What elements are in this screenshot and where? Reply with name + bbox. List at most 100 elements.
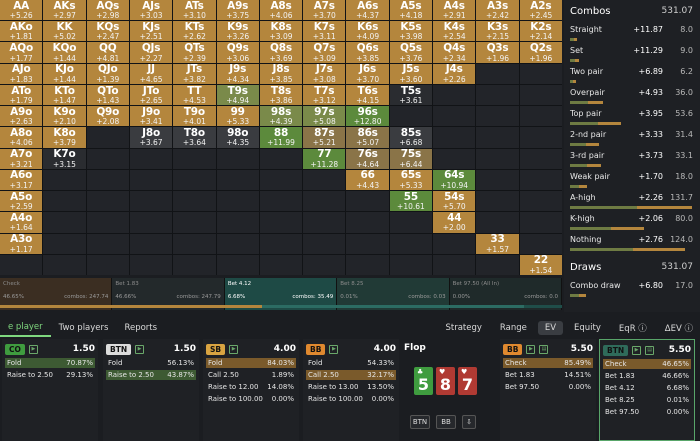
hand-cell-A8s[interactable]: A8s +4.06: [259, 0, 303, 21]
play-icon[interactable]: ▶: [329, 344, 339, 354]
hand-cell-A7o[interactable]: A7o +3.21: [0, 148, 43, 169]
combo-row[interactable]: 2-nd pair +3.33 31.4: [570, 130, 693, 151]
player-action[interactable]: Check 85.49%: [503, 358, 593, 368]
hand-cell-AKo[interactable]: AKo +1.81: [0, 21, 43, 42]
hand-cell-54s[interactable]: 54s +5.70: [433, 191, 476, 212]
hand-cell-A6o[interactable]: A6o +3.17: [0, 169, 43, 191]
hand-cell-KJs[interactable]: KJs +2.51: [129, 21, 173, 42]
hand-cell-A5s[interactable]: A5s +4.18: [389, 0, 433, 21]
hand-cell-T5s[interactable]: T5s +3.61: [389, 84, 433, 106]
player-action[interactable]: Bet 97.50 0.00%: [603, 407, 691, 417]
hand-cell-Q7s[interactable]: Q7s +3.09: [303, 42, 346, 63]
hand-cell-K8s[interactable]: K8s +3.09: [259, 21, 303, 42]
player-action[interactable]: Raise to 2.50 29.13%: [5, 370, 95, 380]
hand-cell-A7s[interactable]: A7s +3.70: [303, 0, 346, 21]
draw-row[interactable]: Combo draw +6.80 17.0: [570, 281, 693, 302]
hand-cell-J8s[interactable]: J8s +3.85: [259, 63, 303, 84]
player-action[interactable]: Fold 70.87%: [5, 358, 95, 368]
hand-cell-AJs[interactable]: AJs +3.03: [129, 0, 173, 21]
hand-cell-QJs[interactable]: QJs +2.27: [129, 42, 173, 63]
combo-row[interactable]: Overpair +4.93 36.0: [570, 88, 693, 109]
chart-icon[interactable]: ▤: [539, 344, 549, 354]
play-icon[interactable]: ▶: [28, 344, 38, 354]
hand-cell-J5s[interactable]: J5s +3.60: [389, 63, 433, 84]
view-tab-1[interactable]: Range: [499, 322, 527, 333]
combo-row[interactable]: Straight +11.87 8.0: [570, 25, 693, 46]
player-action[interactable]: Fold 84.03%: [206, 358, 296, 368]
hand-cell-Q5s[interactable]: Q5s +3.76: [389, 42, 433, 63]
hand-cell-K7s[interactable]: K7s +3.11: [303, 21, 346, 42]
player-action[interactable]: Fold 56.13%: [106, 358, 196, 368]
hand-cell-Q2s[interactable]: Q2s +1.96: [519, 42, 562, 63]
hand-cell-98o[interactable]: 98o +4.35: [216, 127, 259, 148]
player-action[interactable]: Bet 1.83 46.66%: [603, 371, 691, 381]
hand-cell-A4o[interactable]: A4o +1.64: [0, 212, 43, 233]
hand-cell-77[interactable]: 77 +11.28: [303, 148, 346, 169]
hand-cell-22[interactable]: 22 +1.54: [519, 254, 562, 275]
view-tab-5[interactable]: ΔEV ⓘ: [664, 323, 693, 334]
hand-cell-55[interactable]: 55 +10.61: [389, 191, 433, 212]
hand-cell-65s[interactable]: 65s +5.33: [389, 169, 433, 191]
player-action[interactable]: Raise to 13.00 13.50%: [306, 382, 396, 392]
hand-cell-Q4s[interactable]: Q4s +2.34: [433, 42, 476, 63]
player-action[interactable]: Raise to 100.00 0.00%: [206, 394, 296, 404]
hand-cell-A5o[interactable]: A5o +2.59: [0, 191, 43, 212]
hand-cell-KQo[interactable]: KQo +1.44: [43, 42, 86, 63]
hand-cell-88[interactable]: 88 +11.99: [259, 127, 303, 148]
hand-cell-ATs[interactable]: ATs +3.10: [173, 0, 216, 21]
player-action[interactable]: Bet 1.83 14.51%: [503, 370, 593, 380]
combo-row[interactable]: K-high +2.06 80.0: [570, 214, 693, 235]
hand-cell-76s[interactable]: 76s +4.64: [346, 148, 389, 169]
hand-cell-J9s[interactable]: J9s +4.34: [216, 63, 259, 84]
hand-cell-A8o[interactable]: A8o +4.06: [0, 127, 43, 148]
hand-cell-AJo[interactable]: AJo +1.83: [0, 63, 43, 84]
hand-cell-TT[interactable]: TT +4.53: [173, 84, 216, 106]
combo-row[interactable]: Set +11.29 9.0: [570, 46, 693, 67]
hand-cell-Q3s[interactable]: Q3s +1.96: [476, 42, 519, 63]
player-action[interactable]: Raise to 12.00 14.08%: [206, 382, 296, 392]
hand-cell-AA[interactable]: AA +5.26: [0, 0, 43, 21]
hand-cell-A6s[interactable]: A6s +4.37: [346, 0, 389, 21]
hand-cell-KTo[interactable]: KTo +1.47: [43, 84, 86, 106]
view-tab-4[interactable]: EqR ⓘ: [618, 323, 647, 334]
combo-row[interactable]: Top pair +3.95 53.6: [570, 109, 693, 130]
view-tab-3[interactable]: Equity: [574, 322, 601, 333]
hand-cell-T9o[interactable]: T9o +4.01: [173, 106, 216, 127]
hand-cell-K3s[interactable]: K3s +2.15: [476, 21, 519, 42]
hand-cell-75s[interactable]: 75s +6.44: [389, 148, 433, 169]
hand-cell-K2s[interactable]: K2s +2.14: [519, 21, 562, 42]
hand-cell-T6s[interactable]: T6s +4.15: [346, 84, 389, 106]
combo-row[interactable]: Weak pair +1.70 18.0: [570, 172, 693, 193]
hand-cell-96s[interactable]: 96s +12.80: [346, 106, 389, 127]
combo-row[interactable]: Nothing +2.76 124.0: [570, 235, 693, 256]
hand-cell-AQs[interactable]: AQs +2.98: [86, 0, 129, 21]
hand-cell-J7s[interactable]: J7s +3.08: [303, 63, 346, 84]
play-icon[interactable]: ▶: [632, 345, 642, 355]
hand-cell-J6s[interactable]: J6s +3.70: [346, 63, 389, 84]
hand-cell-QQ[interactable]: QQ +4.81: [86, 42, 129, 63]
player-action[interactable]: Call 2.50 32.17%: [306, 370, 396, 380]
hand-cell-KK[interactable]: KK +5.02: [43, 21, 86, 42]
hand-cell-AKs[interactable]: AKs +2.97: [43, 0, 86, 21]
hand-cell-K4s[interactable]: K4s +2.54: [433, 21, 476, 42]
hand-cell-87s[interactable]: 87s +5.21: [303, 127, 346, 148]
player-action[interactable]: Bet 97.50 0.00%: [503, 382, 593, 392]
hand-cell-44[interactable]: 44 +2.00: [433, 212, 476, 233]
play-icon[interactable]: ▶: [229, 344, 239, 354]
hand-cell-K5s[interactable]: K5s +3.98: [389, 21, 433, 42]
hand-cell-K9o[interactable]: K9o +2.10: [43, 106, 86, 127]
strategy-action-3[interactable]: Bet 8.25 0.01% combos: 0.03: [337, 278, 450, 310]
combo-row[interactable]: Two pair +6.89 6.2: [570, 67, 693, 88]
hand-cell-Q6s[interactable]: Q6s +3.85: [346, 42, 389, 63]
player-action[interactable]: Raise to 2.50 43.87%: [106, 370, 196, 380]
hand-cell-K7o[interactable]: K7o +3.15: [43, 148, 86, 169]
hand-cell-97s[interactable]: 97s +5.08: [303, 106, 346, 127]
hand-cell-QTs[interactable]: QTs +2.39: [173, 42, 216, 63]
hand-cell-A9o[interactable]: A9o +2.63: [0, 106, 43, 127]
hand-cell-ATo[interactable]: ATo +1.79: [0, 84, 43, 106]
hand-cell-T8s[interactable]: T8s +3.86: [259, 84, 303, 106]
hand-cell-AQo[interactable]: AQo +1.77: [0, 42, 43, 63]
player-action[interactable]: Check 46.65%: [603, 359, 691, 369]
strategy-action-1[interactable]: Bet 1.83 46.66% combos: 247.79: [112, 278, 225, 310]
hand-cell-K6s[interactable]: K6s +4.09: [346, 21, 389, 42]
